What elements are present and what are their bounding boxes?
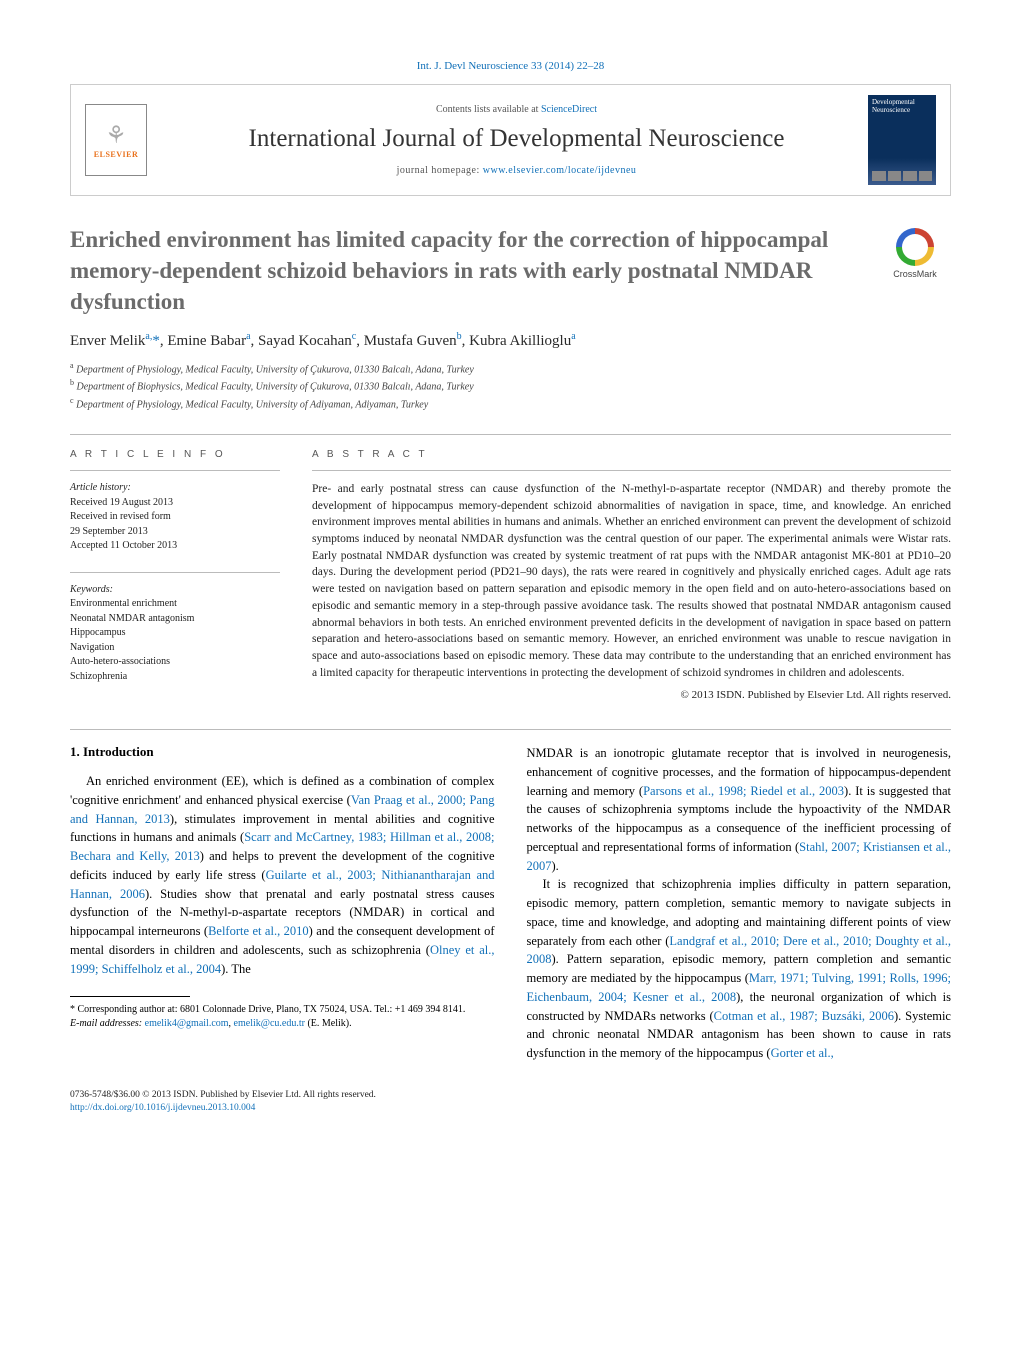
right-column: NMDAR is an ionotropic glutamate recepto… bbox=[527, 744, 952, 1063]
article-history: Article history: Received 19 August 2013… bbox=[70, 481, 280, 554]
journal-name: International Journal of Developmental N… bbox=[165, 125, 868, 153]
abstract-text: Pre- and early postnatal stress can caus… bbox=[312, 481, 951, 681]
doi-link[interactable]: http://dx.doi.org/10.1016/j.ijdevneu.201… bbox=[70, 1103, 255, 1113]
history-received: Received 19 August 2013 bbox=[70, 496, 280, 511]
journal-header: ⚘ ELSEVIER Contents lists available at S… bbox=[70, 84, 951, 196]
top-citation-link[interactable]: Int. J. Devl Neuroscience 33 (2014) 22–2… bbox=[417, 60, 605, 72]
contents-prefix: Contents lists available at bbox=[436, 104, 541, 115]
info-abstract-row: a r t i c l e i n f o Article history: R… bbox=[70, 449, 951, 701]
corr-author-line: * Corresponding author at: 6801 Colonnad… bbox=[70, 1003, 495, 1017]
divider bbox=[70, 434, 951, 435]
abstract-copyright: © 2013 ISDN. Published by Elsevier Ltd. … bbox=[312, 689, 951, 701]
keyword: Auto-hetero-associations bbox=[70, 655, 280, 670]
top-citation: Int. J. Devl Neuroscience 33 (2014) 22–2… bbox=[70, 60, 951, 72]
homepage-link[interactable]: www.elsevier.com/locate/ijdevneu bbox=[483, 165, 637, 176]
email-label: E-mail addresses: bbox=[70, 1018, 142, 1029]
keyword: Hippocampus bbox=[70, 626, 280, 641]
crossmark-label: CrossMark bbox=[893, 269, 937, 279]
article-info-column: a r t i c l e i n f o Article history: R… bbox=[70, 449, 280, 701]
abstract-divider bbox=[312, 470, 951, 471]
affiliations: a Department of Physiology, Medical Facu… bbox=[70, 360, 951, 412]
article-title: Enriched environment has limited capacit… bbox=[70, 224, 830, 317]
intro-right-text: NMDAR is an ionotropic glutamate recepto… bbox=[527, 744, 952, 1063]
email-author: (E. Melik). bbox=[305, 1018, 352, 1029]
history-label: Article history: bbox=[70, 481, 280, 496]
crossmark-icon bbox=[896, 228, 934, 266]
footer-issn-line: 0736-5748/$36.00 © 2013 ISDN. Published … bbox=[70, 1089, 951, 1102]
affiliation-c: c Department of Physiology, Medical Facu… bbox=[70, 395, 951, 412]
email-line: E-mail addresses: emelik4@gmail.com, eme… bbox=[70, 1017, 495, 1031]
cover-thumb-strip bbox=[872, 171, 932, 181]
info-divider-2 bbox=[70, 572, 280, 573]
abstract-column: a b s t r a c t Pre- and early postnatal… bbox=[312, 449, 951, 701]
homepage-prefix: journal homepage: bbox=[397, 165, 483, 176]
body-two-column: 1. Introduction An enriched environment … bbox=[70, 744, 951, 1063]
abstract-label: a b s t r a c t bbox=[312, 449, 951, 460]
keyword: Navigation bbox=[70, 641, 280, 656]
journal-cover-thumb: Developmental Neuroscience bbox=[868, 95, 936, 185]
info-divider bbox=[70, 470, 280, 471]
cover-title: Developmental Neuroscience bbox=[872, 99, 932, 114]
elsevier-label: ELSEVIER bbox=[94, 150, 138, 159]
homepage-line: journal homepage: www.elsevier.com/locat… bbox=[165, 165, 868, 176]
keywords-block: Keywords: Environmental enrichment Neona… bbox=[70, 583, 280, 685]
contents-available-line: Contents lists available at ScienceDirec… bbox=[165, 104, 868, 115]
email-link-1[interactable]: emelik4@gmail.com bbox=[145, 1018, 229, 1029]
keywords-label: Keywords: bbox=[70, 583, 280, 598]
page-footer: 0736-5748/$36.00 © 2013 ISDN. Published … bbox=[70, 1089, 951, 1116]
history-revised-1: Received in revised form bbox=[70, 510, 280, 525]
corresponding-footnote: * Corresponding author at: 6801 Colonnad… bbox=[70, 1003, 495, 1031]
crossmark-badge[interactable]: CrossMark bbox=[879, 228, 951, 279]
article-info-label: a r t i c l e i n f o bbox=[70, 449, 280, 460]
email-link-2[interactable]: emelik@cu.edu.tr bbox=[234, 1018, 305, 1029]
affiliation-b: b Department of Biophysics, Medical Facu… bbox=[70, 377, 951, 394]
affiliation-a: a Department of Physiology, Medical Facu… bbox=[70, 360, 951, 377]
keyword: Environmental enrichment bbox=[70, 597, 280, 612]
sciencedirect-link[interactable]: ScienceDirect bbox=[541, 104, 597, 115]
left-column: 1. Introduction An enriched environment … bbox=[70, 744, 495, 1063]
intro-left-text: An enriched environment (EE), which is d… bbox=[70, 772, 495, 978]
elsevier-tree-icon: ⚘ bbox=[105, 121, 127, 150]
keyword: Neonatal NMDAR antagonism bbox=[70, 612, 280, 627]
header-center: Contents lists available at ScienceDirec… bbox=[165, 104, 868, 176]
elsevier-logo: ⚘ ELSEVIER bbox=[85, 104, 147, 176]
keyword: Schizophrenia bbox=[70, 670, 280, 685]
authors-line: Enver Melika,*, Emine Babara, Sayad Koca… bbox=[70, 331, 951, 350]
footnote-separator bbox=[70, 996, 190, 997]
section-heading-intro: 1. Introduction bbox=[70, 744, 495, 760]
divider-2 bbox=[70, 729, 951, 730]
history-accepted: Accepted 11 October 2013 bbox=[70, 539, 280, 554]
history-revised-2: 29 September 2013 bbox=[70, 525, 280, 540]
